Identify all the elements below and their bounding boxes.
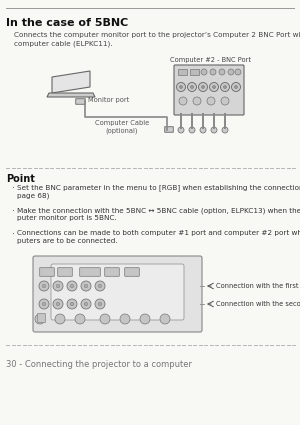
Circle shape xyxy=(160,314,170,324)
FancyBboxPatch shape xyxy=(125,268,139,276)
Text: Connection with the second computer: Connection with the second computer xyxy=(216,301,300,307)
Circle shape xyxy=(219,69,225,75)
Circle shape xyxy=(211,127,217,133)
Circle shape xyxy=(179,97,187,105)
Circle shape xyxy=(209,82,218,91)
Circle shape xyxy=(228,69,234,75)
Circle shape xyxy=(201,69,207,75)
Text: Computer #2 - BNC Port: Computer #2 - BNC Port xyxy=(169,57,250,63)
FancyBboxPatch shape xyxy=(105,268,119,276)
Circle shape xyxy=(189,127,195,133)
Circle shape xyxy=(39,281,49,291)
Circle shape xyxy=(70,284,74,288)
Circle shape xyxy=(212,85,215,88)
Circle shape xyxy=(224,85,226,88)
Circle shape xyxy=(56,284,60,288)
Circle shape xyxy=(84,284,88,288)
Circle shape xyxy=(120,314,130,324)
Circle shape xyxy=(55,314,65,324)
Circle shape xyxy=(222,127,228,133)
Circle shape xyxy=(202,85,205,88)
Circle shape xyxy=(100,314,110,324)
Polygon shape xyxy=(47,93,95,97)
Circle shape xyxy=(200,127,206,133)
FancyBboxPatch shape xyxy=(38,314,46,323)
Text: Make the connection with the 5BNC ↔ 5BNC cable (option, ELPKC13) when the com-
p: Make the connection with the 5BNC ↔ 5BNC… xyxy=(17,207,300,221)
Circle shape xyxy=(70,302,74,306)
FancyBboxPatch shape xyxy=(51,264,184,320)
Circle shape xyxy=(98,302,102,306)
FancyBboxPatch shape xyxy=(165,127,173,132)
Text: Point: Point xyxy=(6,174,35,184)
Circle shape xyxy=(67,281,77,291)
Circle shape xyxy=(56,302,60,306)
Text: Set the BNC parameter in the menu to [RGB] when establishing the connection. (se: Set the BNC parameter in the menu to [RG… xyxy=(17,184,300,199)
Circle shape xyxy=(84,302,88,306)
Circle shape xyxy=(176,82,185,91)
Circle shape xyxy=(210,69,216,75)
FancyBboxPatch shape xyxy=(80,268,100,276)
Circle shape xyxy=(35,314,45,324)
Text: Monitor port: Monitor port xyxy=(88,97,129,103)
Text: ·: · xyxy=(12,184,15,193)
FancyBboxPatch shape xyxy=(178,69,187,75)
Circle shape xyxy=(98,284,102,288)
Circle shape xyxy=(235,69,241,75)
Circle shape xyxy=(95,281,105,291)
Circle shape xyxy=(179,85,182,88)
Circle shape xyxy=(67,299,77,309)
Circle shape xyxy=(199,82,208,91)
FancyBboxPatch shape xyxy=(76,99,85,104)
FancyBboxPatch shape xyxy=(40,268,54,276)
Circle shape xyxy=(190,85,194,88)
Text: ·: · xyxy=(12,230,15,239)
Circle shape xyxy=(221,97,229,105)
Circle shape xyxy=(42,302,46,306)
FancyBboxPatch shape xyxy=(58,268,72,276)
Circle shape xyxy=(188,82,196,91)
Circle shape xyxy=(232,82,241,91)
Circle shape xyxy=(75,314,85,324)
Circle shape xyxy=(193,97,201,105)
Circle shape xyxy=(53,281,63,291)
Text: Connections can be made to both computer #1 port and computer #2 port when two c: Connections can be made to both computer… xyxy=(17,230,300,244)
Text: Connects the computer monitor port to the projector’s Computer 2 BNC Port with t: Connects the computer monitor port to th… xyxy=(14,32,300,46)
Text: 30 - Connecting the projector to a computer: 30 - Connecting the projector to a compu… xyxy=(6,360,192,369)
FancyBboxPatch shape xyxy=(174,65,244,115)
Circle shape xyxy=(81,299,91,309)
Circle shape xyxy=(220,82,230,91)
Text: Connection with the first computer: Connection with the first computer xyxy=(216,283,300,289)
Circle shape xyxy=(53,299,63,309)
Circle shape xyxy=(95,299,105,309)
Text: ·: · xyxy=(12,207,15,216)
Circle shape xyxy=(207,97,215,105)
Text: Computer Cable
(optional): Computer Cable (optional) xyxy=(95,120,149,134)
Circle shape xyxy=(42,284,46,288)
FancyBboxPatch shape xyxy=(33,256,202,332)
Circle shape xyxy=(178,127,184,133)
Circle shape xyxy=(140,314,150,324)
Polygon shape xyxy=(52,71,90,93)
Circle shape xyxy=(81,281,91,291)
Text: In the case of 5BNC: In the case of 5BNC xyxy=(6,18,128,28)
Circle shape xyxy=(39,299,49,309)
Circle shape xyxy=(235,85,238,88)
FancyBboxPatch shape xyxy=(190,69,199,75)
